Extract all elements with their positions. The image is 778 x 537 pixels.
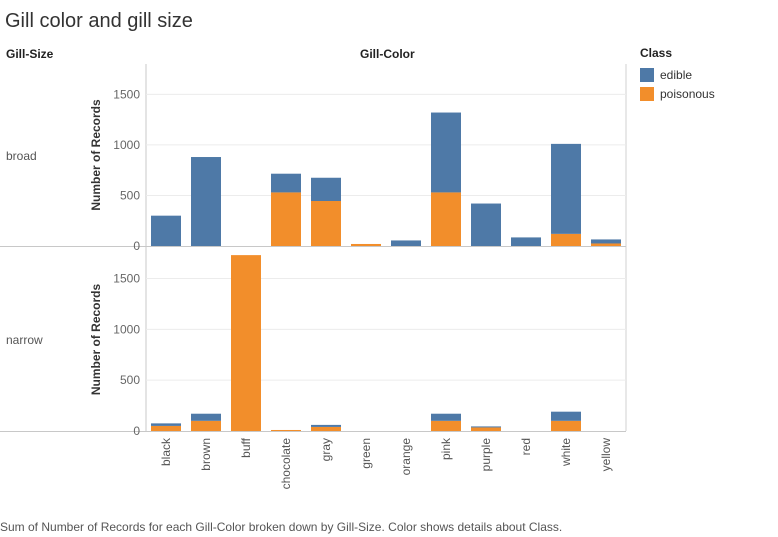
x-tick-label: orange xyxy=(399,438,413,476)
x-tick-label: brown xyxy=(199,438,213,471)
bar-narrow-white-poisonous xyxy=(551,420,581,431)
bar-broad-yellow-poisonous xyxy=(591,243,621,246)
bar-broad-gray-edible xyxy=(311,177,341,202)
bar-narrow-white-edible xyxy=(551,411,581,421)
bar-broad-black-edible xyxy=(151,215,181,246)
bar-broad-white-edible xyxy=(551,143,581,234)
y-tick-label: 0 xyxy=(133,424,140,438)
bar-narrow-black-edible xyxy=(151,423,181,426)
row-label-narrow: narrow xyxy=(6,333,43,347)
bar-broad-brown-edible xyxy=(191,157,221,246)
bar-narrow-pink-edible xyxy=(431,413,461,421)
x-tick-label: yellow xyxy=(599,438,613,472)
legend-item-edible[interactable]: edible xyxy=(640,65,715,84)
bar-broad-purple-edible xyxy=(471,203,501,246)
bar-narrow-brown-edible xyxy=(191,413,221,421)
row-dimension-header: Gill-Size xyxy=(6,47,54,61)
legend-item-poisonous[interactable]: poisonous xyxy=(640,84,715,103)
bar-broad-white-poisonous xyxy=(551,233,581,246)
y-tick-label: 1000 xyxy=(113,322,140,336)
y-tick-label: 500 xyxy=(120,188,140,202)
bar-narrow-gray-edible xyxy=(311,424,341,427)
legend-title: Class xyxy=(640,46,673,60)
bar-broad-orange-edible xyxy=(391,240,421,246)
y-tick-label: 1500 xyxy=(113,272,140,286)
row-label-broad: broad xyxy=(6,149,37,163)
bar-broad-gray-poisonous xyxy=(311,201,341,246)
bar-narrow-brown-poisonous xyxy=(191,420,221,431)
chart-caption: Sum of Number of Records for each Gill-C… xyxy=(0,520,563,534)
x-tick-label: white xyxy=(559,438,573,467)
legend-label-poisonous: poisonous xyxy=(660,86,715,101)
bar-broad-yellow-edible xyxy=(591,239,621,244)
bar-narrow-pink-poisonous xyxy=(431,420,461,431)
x-tick-label: buff xyxy=(239,437,253,457)
x-tick-label: chocolate xyxy=(279,438,293,490)
y-axis-title: Number of Records xyxy=(89,284,103,396)
legend: Class edible poisonous xyxy=(640,46,715,103)
y-axis-title: Number of Records xyxy=(89,99,103,211)
legend-swatch-poisonous xyxy=(640,86,654,101)
y-tick-label: 500 xyxy=(120,373,140,387)
y-tick-label: 1500 xyxy=(113,87,140,101)
y-tick-label: 0 xyxy=(133,239,140,253)
bar-broad-green-poisonous xyxy=(351,243,381,246)
bar-narrow-purple-poisonous xyxy=(471,427,501,431)
bar-broad-red-edible xyxy=(511,237,541,246)
bar-narrow-chocolate-poisonous xyxy=(271,429,301,431)
bar-broad-pink-edible xyxy=(431,112,461,193)
bar-narrow-gray-poisonous xyxy=(311,426,341,431)
bar-narrow-purple-edible xyxy=(471,426,501,428)
y-tick-label: 1000 xyxy=(113,138,140,152)
bar-broad-chocolate-edible xyxy=(271,173,301,193)
chart-title: Gill color and gill size xyxy=(5,10,193,32)
column-dimension-header: Gill-Color xyxy=(360,47,415,61)
bar-narrow-buff-poisonous xyxy=(231,255,261,431)
x-tick-label: black xyxy=(159,437,173,466)
x-tick-label: red xyxy=(519,438,533,455)
x-tick-label: gray xyxy=(319,438,333,461)
legend-label-edible: edible xyxy=(660,67,693,82)
bar-broad-pink-poisonous xyxy=(431,192,461,246)
x-tick-label: pink xyxy=(439,437,453,460)
x-tick-label: purple xyxy=(479,438,493,472)
x-tick-label: green xyxy=(359,438,373,469)
bar-narrow-black-poisonous xyxy=(151,425,181,431)
bar-broad-chocolate-poisonous xyxy=(271,192,301,246)
legend-swatch-edible xyxy=(640,67,654,82)
